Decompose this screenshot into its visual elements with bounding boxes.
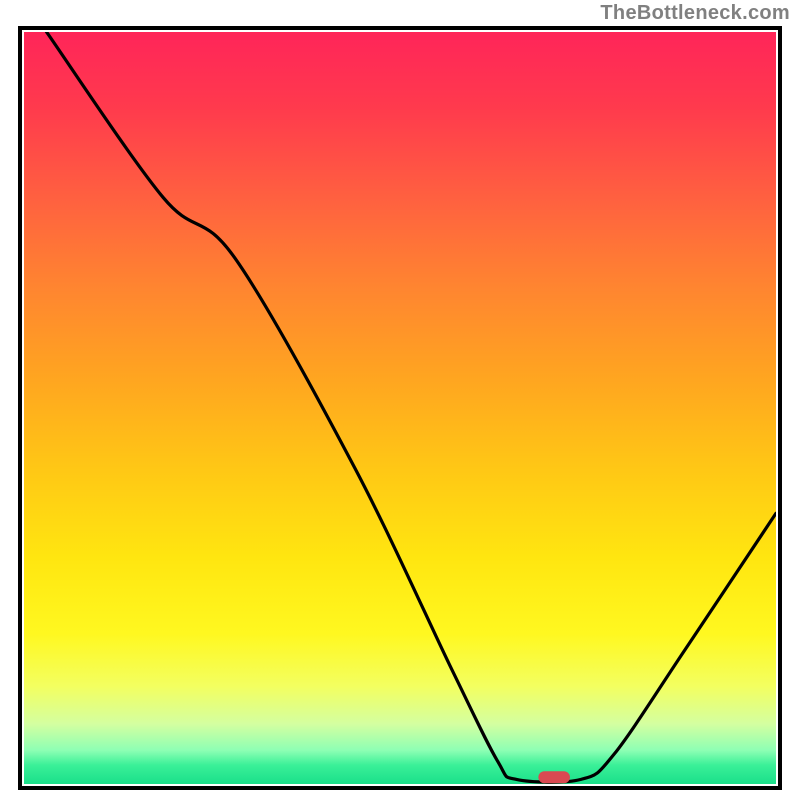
plot-background-gradient [24,32,776,784]
stage: TheBottleneck.com [0,0,800,800]
bottleneck-chart [0,0,800,800]
watermark-text: TheBottleneck.com [600,2,790,25]
optimum-marker [538,771,570,783]
